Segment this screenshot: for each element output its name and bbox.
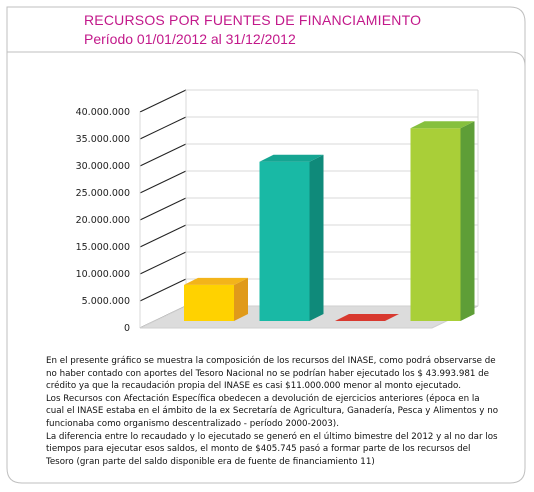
gridline-side (139, 143, 187, 167)
chart-subtitle: Período 01/01/2012 al 31/12/2012 (84, 31, 296, 47)
y-tick-label: 15.000.000 (76, 242, 130, 253)
gridline-side (139, 170, 187, 194)
bar-chart: 0 5.000.000 10.000.000 15.000.000 20.000.000… (76, 89, 479, 334)
chart-bars (184, 121, 475, 321)
bar-1-side (234, 277, 248, 321)
bar-4-side (460, 121, 475, 321)
bar-4-top (410, 121, 475, 129)
y-tick-label: 40.000.000 (76, 107, 130, 118)
chart-panel (6, 6, 526, 484)
bar-3 (335, 314, 399, 321)
gridline-side (139, 89, 187, 113)
bar-2-front (259, 161, 310, 321)
y-axis-ticks: 0 5.000.000 10.000.000 15.000.000 20.000.000… (76, 107, 130, 334)
description-paragraph-1: En el presente gráfico se muestra la com… (46, 356, 496, 392)
bar-2-side (309, 154, 324, 321)
bar-2-top (259, 154, 324, 162)
gridline-side (139, 197, 187, 221)
y-tick-label: 30.000.000 (76, 161, 130, 172)
bar-1 (184, 277, 248, 321)
panel-border (6, 6, 526, 484)
bar-1-top (184, 277, 248, 285)
bar-2 (259, 154, 324, 321)
gridline-side (139, 278, 187, 302)
description-paragraph-3: La diferencia entre lo recaudado y lo ej… (46, 431, 498, 467)
bar-4-front (410, 128, 461, 321)
y-tick-label: 35.000.000 (76, 134, 130, 145)
description-paragraph-2: Los Recursos con Afectación Específica o… (46, 393, 499, 429)
chart-title: RECURSOS POR FUENTES DE FINANCIAMIENTO (84, 12, 422, 28)
y-tick-label: 25.000.000 (76, 188, 130, 199)
gridline-side (139, 116, 187, 140)
bar-4 (410, 121, 475, 321)
bar-1-front (184, 284, 234, 321)
bar-3-top (335, 314, 399, 321)
description-text: En el presente gráfico se muestra la com… (46, 355, 500, 468)
y-tick-label: 20.000.000 (76, 215, 130, 226)
y-tick-label: 10.000.000 (76, 269, 130, 280)
gridline-side (139, 251, 187, 275)
y-tick-label: 0 (124, 323, 130, 334)
y-tick-label: 5.000.000 (82, 296, 130, 307)
gridline-side (139, 224, 187, 248)
